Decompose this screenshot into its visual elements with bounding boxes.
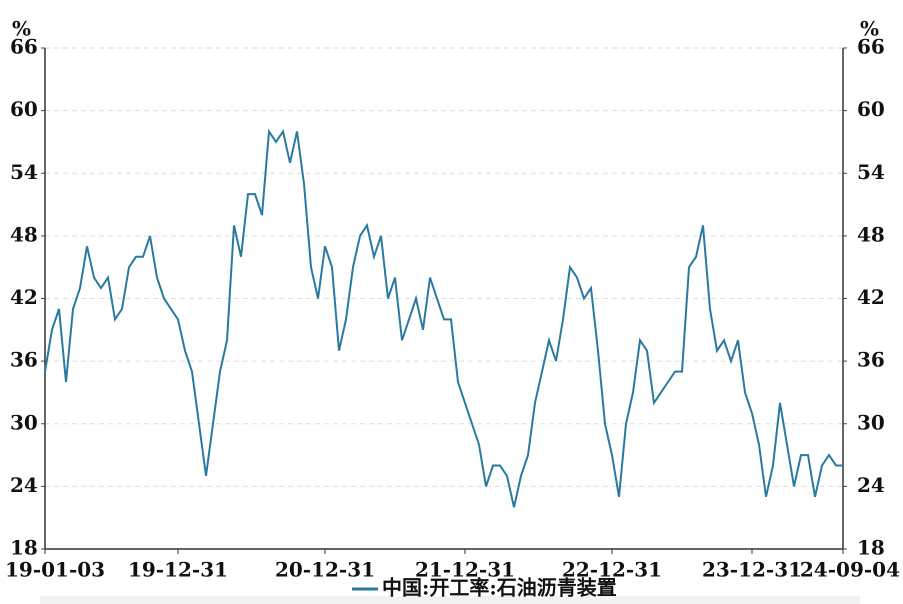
legend-label: 中国:开工率:石油沥青装置: [382, 576, 617, 600]
y-tick-label: 60: [10, 97, 38, 121]
y-tick-label: 30: [10, 410, 38, 434]
y2-tick-label: 18: [857, 536, 885, 560]
series-line: [44, 128, 843, 508]
y-label: %: [12, 17, 31, 41]
y-tick-label: 24: [10, 473, 38, 497]
y-tick-label: 54: [10, 160, 38, 184]
x-tick-label: 23-12-31: [702, 558, 802, 582]
y-tick-label: 66: [10, 35, 38, 59]
y2-tick-label: 66: [857, 35, 885, 59]
y2-tick-label: 60: [857, 97, 885, 121]
y-tick-label: 48: [10, 222, 38, 246]
x-tick-label: 24-09-04: [800, 558, 900, 582]
scrollbar: [40, 596, 860, 604]
y2-tick-label: 36: [857, 348, 885, 372]
y2-tick-label: 48: [857, 222, 885, 246]
y2-tick-label: 30: [857, 410, 885, 434]
x-tick-label: 19-12-31: [128, 558, 228, 582]
y2-label: %: [860, 17, 879, 41]
y-tick-label: 18: [10, 536, 38, 560]
y-tick-label: 42: [10, 285, 38, 309]
y2-tick-label: 24: [857, 473, 885, 497]
y-tick-label: 36: [10, 348, 38, 372]
y2-tick-label: 54: [857, 160, 885, 184]
x-tick-label: 19-01-03: [5, 558, 105, 582]
x-tick-label: 22-12-31: [562, 558, 662, 582]
y2-tick-label: 42: [857, 285, 885, 309]
x-tick-label: 21-12-31: [415, 558, 515, 582]
x-tick-label: 20-12-31: [275, 558, 375, 582]
